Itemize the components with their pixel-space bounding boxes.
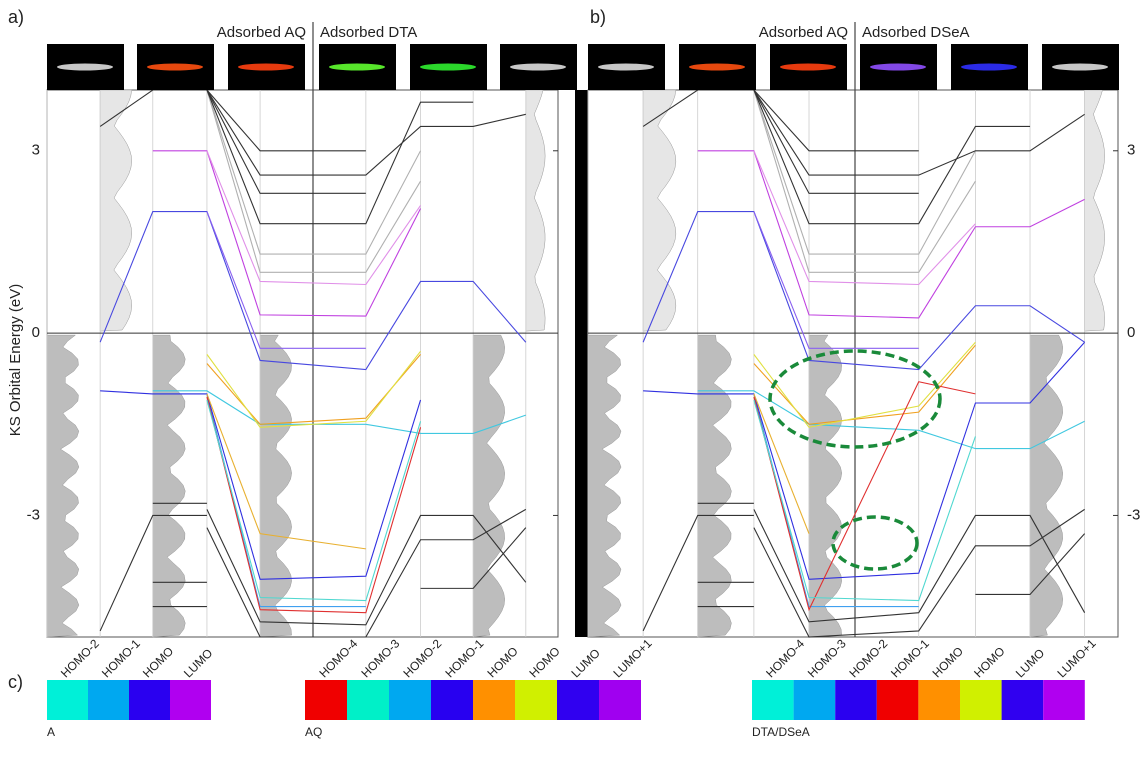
- panel-title: Adsorbed AQ: [217, 24, 306, 41]
- legend-label: HOMO-1: [888, 636, 932, 680]
- legend-label: HOMO: [930, 644, 966, 680]
- legend-group-label: A: [47, 725, 55, 739]
- legend-label: HOMO: [971, 644, 1007, 680]
- legend-label: HOMO-1: [99, 636, 143, 680]
- orbital-glow: [870, 64, 926, 71]
- legend-label: LUMO+1: [1054, 636, 1098, 680]
- legend-label: HOMO: [484, 644, 520, 680]
- legend-swatch: [389, 680, 431, 720]
- orbital-glow: [510, 64, 566, 71]
- legend-swatch: [431, 680, 473, 720]
- legend-label: HOMO: [526, 644, 562, 680]
- legend-swatch: [515, 680, 557, 720]
- panel-title: Adsorbed AQ: [759, 24, 848, 41]
- orbital-glow: [780, 64, 836, 71]
- panel-title: Adsorbed DTA: [320, 24, 417, 41]
- legend-label: LUMO: [1013, 646, 1047, 680]
- legend-swatch: [88, 680, 129, 720]
- orbital-glow: [420, 64, 476, 71]
- legend-label: LUMO: [181, 646, 215, 680]
- legend-label: HOMO-2: [846, 636, 890, 680]
- y-tick-label: 0: [32, 324, 40, 341]
- orbital-glow: [329, 64, 385, 71]
- legend-swatch: [877, 680, 919, 720]
- legend-label: HOMO-2: [400, 636, 444, 680]
- legend-label: LUMO+1: [610, 636, 654, 680]
- panel: 3 0 -3 Adsorbed AQ Adsorbed DSeA: [588, 22, 1140, 637]
- y-axis-label: KS Orbital Energy (eV): [7, 284, 24, 437]
- legend-label: HOMO-4: [316, 636, 360, 680]
- panel-separator: [575, 90, 588, 637]
- legend-swatch: [794, 680, 836, 720]
- panel: 3 0 -3 Adsorbed AQ Adsorbed DTA: [27, 22, 577, 637]
- orbital-glow: [689, 64, 745, 71]
- legend-swatch: [752, 680, 794, 720]
- legend-swatch: [557, 680, 599, 720]
- panel-label: a): [8, 7, 24, 27]
- orbital-glow: [147, 64, 203, 71]
- legend-swatch: [305, 680, 347, 720]
- panel-label: c): [8, 672, 23, 692]
- legend-swatch: [599, 680, 641, 720]
- legend-swatch: [835, 680, 877, 720]
- legend-label: LUMO: [568, 646, 602, 680]
- legend-swatch: [347, 680, 389, 720]
- legend-label: HOMO-3: [805, 636, 849, 680]
- y-tick-label: 3: [1127, 142, 1135, 159]
- legend-swatch: [1002, 680, 1044, 720]
- figure: a) b) c) KS Orbital Energy (eV) 3 0 -3 Adso…: [0, 0, 1144, 767]
- y-tick-label: 0: [1127, 324, 1135, 341]
- legend-group-label: DTA/DSeA: [752, 725, 810, 739]
- legend-swatch: [960, 680, 1002, 720]
- legend-swatch: [47, 680, 88, 720]
- y-tick-label: -3: [27, 506, 40, 523]
- legend-swatch: [170, 680, 211, 720]
- panel-title: Adsorbed DSeA: [862, 24, 970, 41]
- legend-group-label: AQ: [305, 725, 322, 739]
- y-tick-label: 3: [32, 142, 40, 159]
- orbital-glow: [1052, 64, 1108, 71]
- orbital-glow: [57, 64, 113, 71]
- orbital-glow: [238, 64, 294, 71]
- y-tick-label: -3: [1127, 506, 1140, 523]
- legend-swatch: [918, 680, 960, 720]
- legend-swatch: [473, 680, 515, 720]
- orbital-glow: [961, 64, 1017, 71]
- legend-swatch: [1043, 680, 1085, 720]
- legend-swatch: [129, 680, 170, 720]
- legend-label: HOMO: [140, 644, 176, 680]
- orbital-glow: [598, 64, 654, 71]
- panel-label: b): [590, 7, 606, 27]
- legend-label: HOMO-4: [763, 636, 807, 680]
- legend-label: HOMO-1: [442, 636, 486, 680]
- legend-label: HOMO-2: [58, 636, 102, 680]
- legend-label: HOMO-3: [358, 636, 402, 680]
